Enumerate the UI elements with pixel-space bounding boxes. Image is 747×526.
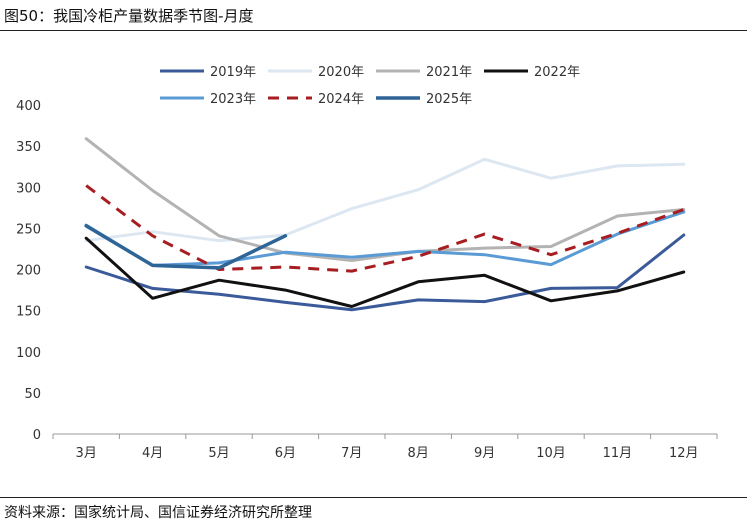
- x-tick-label: 8月: [408, 446, 429, 461]
- y-tick-label: 400: [16, 99, 41, 114]
- legend-label: 2020年: [318, 65, 364, 80]
- legend-label: 2022年: [534, 65, 580, 80]
- y-tick-label: 200: [16, 264, 41, 279]
- x-tick-label: 6月: [275, 446, 296, 461]
- x-tick-label: 7月: [341, 446, 362, 461]
- y-tick-label: 350: [16, 140, 41, 155]
- y-tick-label: 50: [24, 387, 41, 402]
- y-tick-label: 250: [16, 222, 41, 237]
- legend-label: 2021年: [426, 65, 472, 80]
- x-tick-label: 11月: [603, 446, 633, 461]
- x-tick-label: 4月: [142, 446, 163, 461]
- source-divider: [0, 497, 747, 498]
- chart-title: 图50：我国冷柜产量数据季节图-月度: [4, 7, 254, 25]
- x-tick-label: 5月: [208, 446, 229, 461]
- y-tick-label: 0: [33, 428, 41, 443]
- legend-label: 2024年: [318, 92, 364, 107]
- series-line-2021: [84, 137, 686, 262]
- y-tick-label: 150: [16, 305, 41, 320]
- title-divider: [0, 30, 747, 31]
- series-line-2025: [84, 224, 288, 270]
- series-line-2019: [84, 233, 686, 312]
- series-line-2020: [84, 157, 686, 243]
- legend-label: 2023年: [210, 92, 256, 107]
- source-note: 资料来源：国家统计局、国信证券经济研究所整理: [4, 505, 312, 521]
- x-tick-label: 3月: [76, 446, 97, 461]
- x-tick-label: 10月: [536, 446, 566, 461]
- y-tick-label: 300: [16, 181, 41, 196]
- legend-label: 2019年: [210, 65, 256, 80]
- series-line-2024: [85, 184, 685, 273]
- x-tick-label: 12月: [669, 446, 699, 461]
- legend-label: 2025年: [426, 92, 472, 107]
- x-tick-label: 9月: [474, 446, 495, 461]
- y-tick-label: 100: [16, 346, 41, 361]
- series-line-2023: [84, 210, 686, 267]
- series-line-2022: [84, 236, 686, 308]
